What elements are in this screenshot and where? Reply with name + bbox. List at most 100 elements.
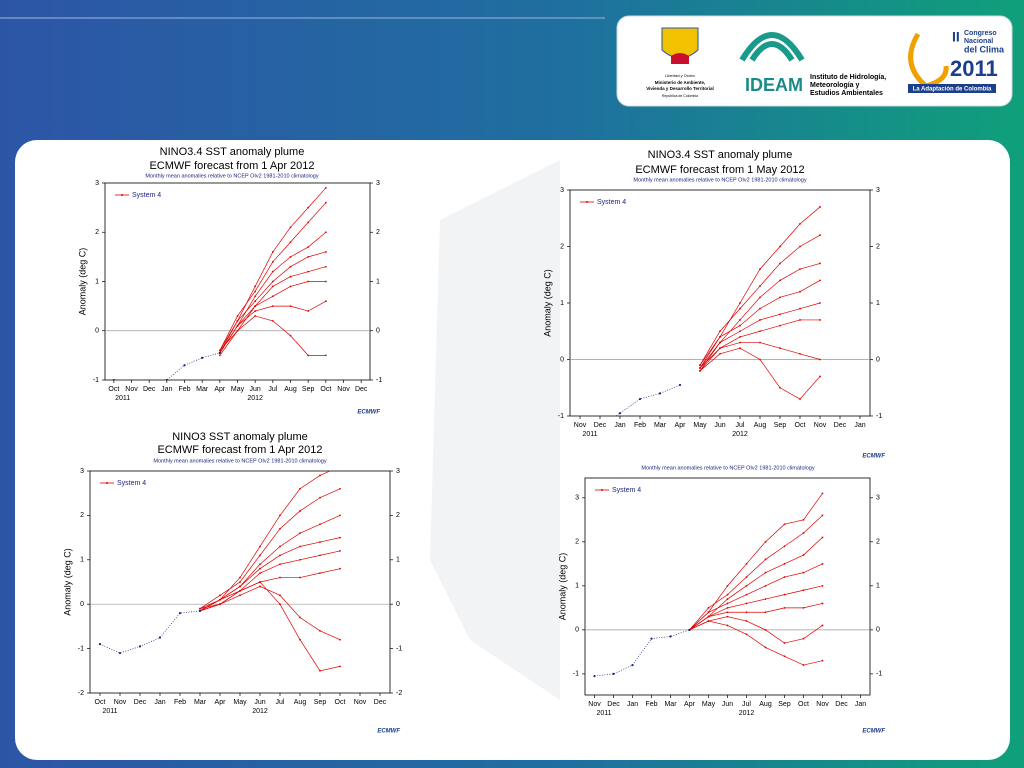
ideam-name: Meteorología y — [810, 82, 860, 89]
member-line-point — [319, 669, 321, 672]
y-tick-label: 1 — [575, 583, 579, 590]
member-line-point — [279, 603, 281, 606]
y-axis-label: Anomaly (deg C) — [557, 553, 567, 621]
member-line-point — [726, 606, 729, 609]
member-line-point — [299, 510, 301, 512]
member-line-point — [307, 206, 310, 209]
member-line-point — [218, 354, 221, 357]
member-line-point — [219, 598, 221, 601]
x-tick-label: Sep — [774, 422, 787, 429]
observed-line-point — [201, 356, 204, 359]
member-line-point — [759, 307, 761, 310]
x-tick-label: Mar — [194, 699, 207, 706]
member-line — [199, 471, 331, 612]
y-tick-label: 1 — [560, 300, 564, 307]
member-line-point — [819, 302, 821, 304]
member-line-point — [726, 624, 729, 627]
member-line-point — [279, 545, 281, 548]
member-line-point — [819, 319, 821, 321]
year-label: 2011 — [582, 431, 597, 438]
legend-label: System 4 — [597, 199, 626, 206]
member-line-point — [271, 305, 274, 308]
x-tick-label: Feb — [174, 699, 186, 706]
member-line-point — [802, 664, 805, 666]
x-tick-label: Mar — [196, 386, 209, 393]
member-line-point — [759, 330, 761, 333]
observed-line-point — [165, 378, 168, 380]
member-line-point — [339, 567, 341, 570]
member-line-point — [699, 364, 701, 367]
y-axis-label: Anomaly (deg C) — [77, 248, 87, 316]
member-line-point — [745, 584, 748, 587]
chart-subtitle: Monthly mean anomalies relative to NCEP … — [633, 177, 806, 183]
member-line-point — [299, 616, 301, 619]
source-logo: ECMWF — [862, 454, 885, 460]
y-tick-label: -1 — [93, 377, 99, 384]
x-tick-label: Nov — [814, 422, 827, 429]
member-line-point — [324, 280, 327, 283]
x-tick-label: Oct — [795, 422, 806, 429]
year-label: 2011 — [102, 708, 117, 715]
member-line-point — [783, 655, 786, 658]
congress-text: Nacional — [964, 38, 993, 45]
y-tick-label: 2 — [80, 512, 84, 519]
y-tick-label-right: 2 — [376, 229, 380, 236]
watermark — [430, 160, 560, 700]
y-tick-label-right: 1 — [376, 278, 380, 285]
member-line-point — [759, 268, 761, 270]
x-tick-label: Jul — [742, 701, 751, 708]
member-line-point — [236, 320, 239, 322]
member-line-point — [819, 358, 821, 361]
chart-title: NINO3.4 SST anomaly plume — [160, 146, 305, 158]
y-tick-label: -1 — [558, 413, 564, 420]
member-line — [199, 488, 341, 609]
year-label: 2012 — [732, 431, 748, 438]
member-line-point — [799, 223, 801, 225]
member-line-point — [802, 571, 805, 574]
member-line-point — [799, 290, 801, 293]
legend-dot — [601, 489, 603, 491]
member-line-point — [259, 545, 261, 548]
x-tick-label: Jan — [614, 422, 625, 429]
member-line-point — [779, 386, 781, 389]
legend-dot — [586, 201, 588, 203]
member-line-point — [821, 536, 824, 539]
member-line-point — [726, 611, 729, 614]
y-tick-label: -2 — [78, 690, 84, 697]
y-tick-label: 3 — [80, 468, 84, 475]
member-line-point — [254, 305, 257, 308]
member-line-point — [759, 296, 761, 299]
member-line-point — [279, 576, 281, 579]
x-tick-label: May — [233, 699, 247, 706]
member-line-point — [739, 341, 741, 344]
member-line-point — [821, 659, 824, 662]
x-tick-label: Nov — [354, 699, 367, 706]
y-tick-label-right: 0 — [876, 356, 880, 363]
member-line-point — [307, 255, 310, 258]
member-line-point — [707, 615, 710, 618]
observed-line-point — [98, 643, 102, 646]
member-line-point — [279, 527, 281, 530]
member-line-point — [289, 305, 292, 308]
x-tick-label: Nov — [114, 699, 127, 706]
x-tick-label: May — [693, 422, 707, 429]
member-line-point — [764, 558, 767, 561]
year-label: 2012 — [247, 395, 263, 402]
member-line-point — [802, 518, 805, 521]
source-logo: ECMWF — [862, 729, 885, 735]
member-line-point — [324, 187, 327, 189]
y-tick-label: -1 — [78, 645, 84, 652]
y-tick-label: 2 — [95, 229, 99, 236]
member-line-point — [319, 541, 321, 543]
member-line-point — [299, 487, 301, 490]
member-line-point — [307, 310, 310, 312]
observed-line-point — [138, 645, 142, 648]
member-line-point — [299, 558, 301, 561]
x-tick-label: Apr — [215, 699, 227, 706]
member-line-point — [802, 637, 805, 640]
y-tick-label-right: 3 — [376, 180, 380, 187]
x-tick-label: Nov — [574, 422, 587, 429]
member-line-point — [699, 367, 701, 369]
chart-subtitle: Monthly mean anomalies relative to NCEP … — [641, 465, 814, 471]
x-tick-label: Sep — [302, 386, 315, 393]
